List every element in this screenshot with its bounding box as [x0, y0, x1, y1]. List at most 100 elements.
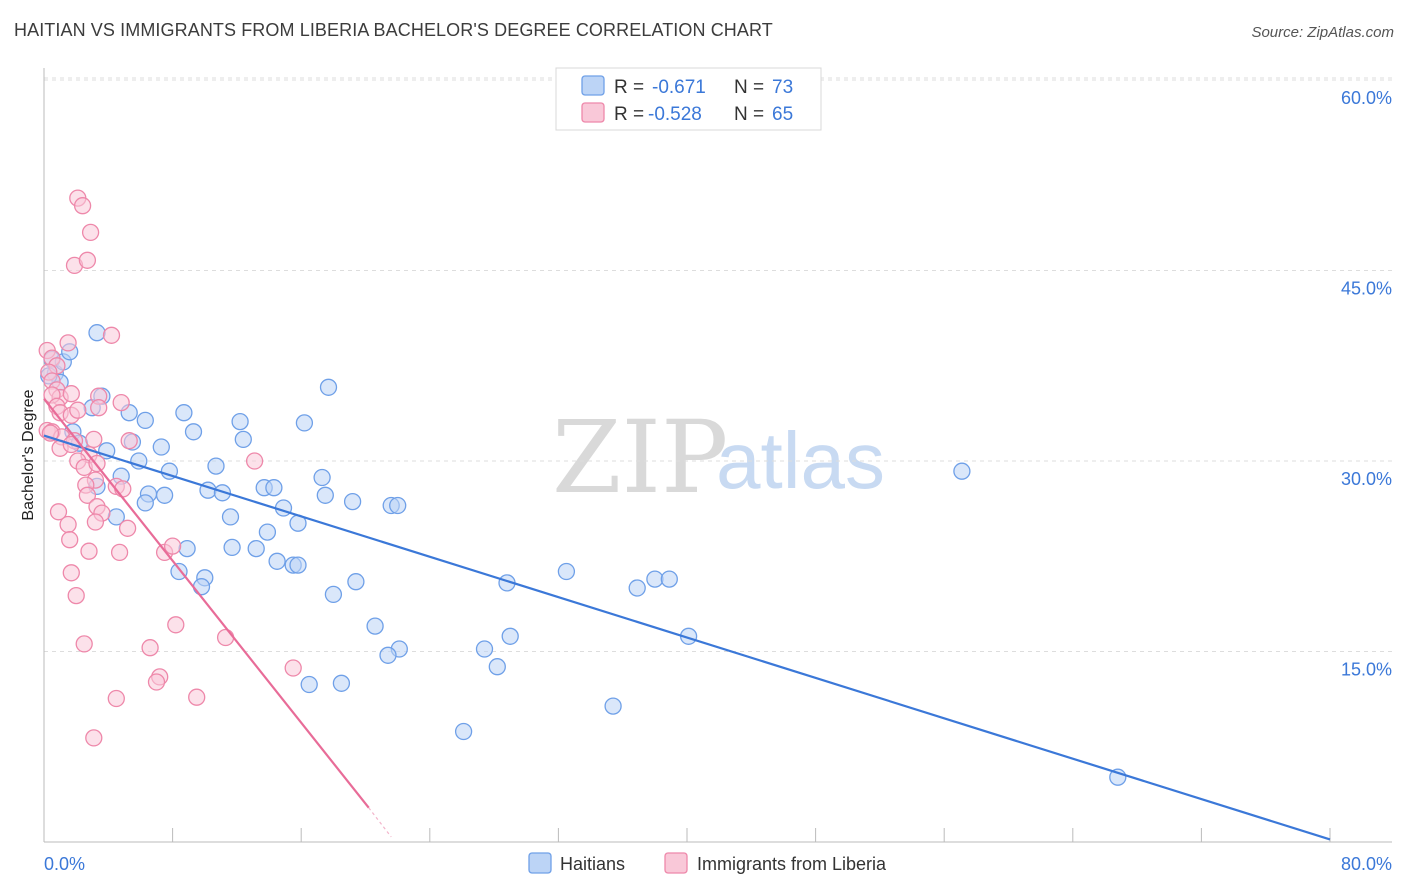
haitians-point: [184, 423, 203, 441]
x-axis-ticks: [172, 828, 1331, 842]
haitians-point: [231, 412, 249, 431]
y-tick-label: 45.0%: [1341, 279, 1392, 299]
y-tick-label: 15.0%: [1341, 660, 1392, 680]
liberia-trendline: [43, 398, 370, 809]
liberia-trendline-extension: [368, 807, 392, 838]
liberia-point: [167, 616, 185, 634]
haitians-point: [604, 697, 622, 715]
haitians-point: [192, 578, 211, 596]
liberia-point: [73, 197, 92, 215]
legend-n-value-haitians: 73: [772, 77, 793, 98]
legend-r-value-haitians: -0.671: [652, 77, 706, 98]
haitians-point: [258, 523, 277, 541]
haitians-point: [289, 556, 307, 574]
haitians-point: [953, 462, 971, 480]
haitians-point: [389, 496, 407, 515]
series-liberia-points: [38, 189, 302, 747]
trendlines: [43, 398, 1331, 841]
haitians-point: [300, 675, 318, 694]
haitians-point: [152, 438, 170, 456]
haitians-point: [316, 486, 334, 504]
haitians-point: [366, 617, 384, 635]
legend-n-value-liberia: 65: [772, 104, 793, 125]
haitians-point: [488, 658, 506, 676]
haitians-point: [213, 484, 232, 502]
liberia-point: [69, 401, 87, 419]
axes: [43, 68, 1392, 843]
haitians-point: [343, 492, 362, 511]
legend-n-label-haitians: N =: [734, 77, 764, 98]
haitians-point: [324, 585, 343, 604]
liberia-point: [62, 564, 80, 582]
haitians-point: [207, 457, 225, 475]
x-tick-label-min: 0.0%: [44, 854, 85, 874]
haitians-point: [646, 570, 664, 588]
haitians-point: [332, 674, 351, 692]
bottom-legend-swatch-haitians: [528, 852, 552, 874]
gridlines: [44, 77, 1392, 652]
haitians-point: [295, 414, 314, 432]
x-tick-label-max: 80.0%: [1341, 854, 1392, 874]
liberia-point: [216, 628, 235, 647]
liberia-point: [284, 659, 302, 677]
legend-swatch-haitians: [581, 75, 605, 96]
watermark-atlas: atlas: [716, 416, 885, 505]
liberia-point: [62, 385, 80, 403]
haitians-point: [136, 494, 154, 512]
bottom-legend: Haitians Immigrants from Liberia: [528, 852, 887, 874]
liberia-point: [118, 519, 137, 537]
liberia-point: [80, 542, 98, 560]
liberia-point: [120, 432, 138, 450]
haitians-point: [155, 486, 174, 504]
liberia-point: [107, 689, 125, 708]
liberia-point: [110, 543, 129, 562]
haitians-point: [319, 378, 338, 396]
y-axis-label: Bachelor's Degree: [20, 389, 37, 520]
liberia-point: [112, 393, 130, 412]
liberia-point: [59, 515, 77, 534]
bottom-legend-label-liberia: Immigrants from Liberia: [697, 854, 887, 874]
liberia-point: [59, 334, 77, 352]
legend-r-label-liberia: R =: [614, 104, 644, 125]
liberia-point: [61, 531, 79, 549]
liberia-point: [49, 503, 68, 521]
chart-title: HAITIAN VS IMMIGRANTS FROM LIBERIA BACHE…: [14, 20, 773, 40]
bottom-legend-label-haitians: Haitians: [560, 854, 625, 874]
watermark-zip: ZIP: [552, 399, 728, 516]
haitians-point: [557, 562, 576, 581]
y-tick-label: 30.0%: [1341, 469, 1392, 489]
liberia-point: [114, 480, 132, 498]
haitians-point: [265, 479, 283, 497]
source-credit: Source: ZipAtlas.com: [1251, 24, 1394, 41]
liberia-point: [75, 635, 93, 653]
liberia-point: [85, 430, 103, 449]
bottom-legend-swatch-liberia: [664, 852, 688, 874]
haitians-point: [223, 538, 241, 557]
liberia-point: [147, 673, 166, 691]
liberia-point: [188, 688, 206, 706]
haitians-point: [454, 722, 473, 741]
haitians-point: [347, 573, 365, 591]
liberia-point: [141, 639, 159, 657]
legend-n-label-liberia: N =: [734, 104, 764, 125]
legend-swatch-liberia: [581, 102, 605, 123]
haitians-point: [475, 640, 494, 658]
liberia-point: [78, 486, 97, 504]
haitians-point: [88, 324, 106, 342]
haitians-point: [178, 539, 196, 558]
haitians-point: [247, 539, 265, 558]
liberia-point: [85, 729, 103, 747]
haitians-point: [221, 508, 240, 526]
haitians-trendline: [43, 434, 1331, 841]
y-axis-tick-labels: 15.0% 30.0% 45.0% 60.0%: [1341, 88, 1392, 680]
liberia-point: [81, 223, 100, 242]
legend-r-label-haitians: R =: [614, 77, 644, 98]
liberia-point: [102, 326, 121, 344]
liberia-point: [163, 537, 182, 555]
haitians-point: [175, 404, 193, 422]
liberia-point: [78, 251, 97, 269]
haitians-point: [313, 468, 331, 487]
series-haitians-points: [40, 324, 1127, 786]
haitians-point: [234, 430, 252, 449]
